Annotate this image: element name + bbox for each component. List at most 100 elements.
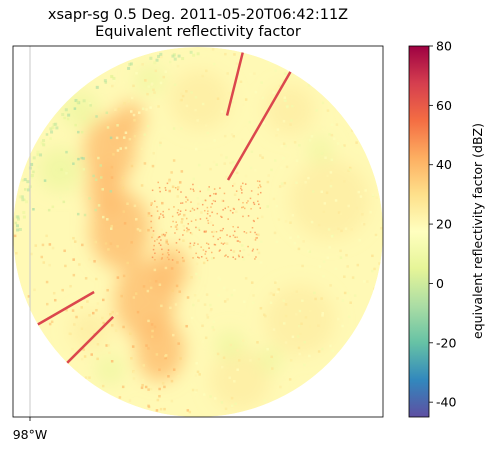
echo-pixel — [96, 343, 100, 346]
echo-pixel — [311, 190, 315, 193]
clutter-pixel — [189, 210, 192, 212]
echo-weak — [136, 66, 164, 94]
echo-pixel — [279, 321, 282, 325]
echo-pixel — [113, 78, 116, 82]
echo-pixel — [106, 288, 109, 292]
echo-weak — [258, 348, 282, 372]
clutter-pixel — [162, 214, 164, 216]
clutter-pixel — [243, 231, 246, 233]
echo-pixel — [324, 156, 327, 159]
clutter-pixel — [151, 236, 153, 239]
echo-pixel — [190, 209, 193, 212]
clutter-pixel — [189, 188, 192, 190]
echo-pixel — [364, 189, 367, 192]
echo-pixel — [188, 410, 192, 414]
echo-pixel — [326, 174, 329, 178]
echo-pixel — [280, 145, 283, 148]
echo-pixel — [321, 101, 325, 105]
clutter-pixel — [177, 209, 180, 211]
echo-pixel — [225, 288, 229, 292]
echo-pixel — [162, 75, 165, 79]
clutter-pixel — [203, 231, 206, 233]
echo-pixel — [106, 126, 110, 129]
echo-pixel — [147, 85, 150, 88]
clutter-pixel — [175, 249, 178, 252]
echo-pixel — [293, 141, 297, 144]
clutter-pixel — [192, 188, 194, 191]
echo-pixel — [133, 118, 136, 122]
echo-pixel — [298, 144, 301, 147]
echo-pixel — [175, 284, 179, 288]
echo-pixel — [51, 246, 55, 250]
echo-pixel — [72, 236, 75, 240]
outlier-echo — [23, 178, 27, 182]
clutter-pixel — [227, 256, 229, 258]
clutter-pixel — [229, 235, 231, 238]
echo-pixel — [132, 113, 136, 117]
echo-pixel — [254, 168, 257, 172]
clutter-pixel — [159, 190, 161, 193]
echo-pixel — [268, 159, 272, 162]
echo-pixel — [228, 376, 231, 380]
echo-pixel — [347, 204, 350, 208]
echo-pixel — [235, 171, 239, 175]
echo-pixel — [82, 157, 85, 160]
clutter-pixel — [259, 207, 262, 209]
echo-pixel — [206, 232, 209, 236]
echo-pixel — [164, 266, 168, 270]
echo-pixel — [105, 111, 109, 115]
echo-pixel — [164, 356, 167, 360]
echo-core — [152, 246, 188, 294]
colorbar: -40 -20 0 20 40 60 80 equivalent reflectivity … — [408, 39, 485, 418]
echo-pixel — [303, 340, 306, 344]
clutter-pixel — [218, 250, 221, 252]
echo-pixel — [198, 276, 201, 280]
echo-pixel — [220, 401, 224, 404]
echo-pixel — [320, 190, 324, 194]
echo-pixel — [237, 359, 241, 362]
echo-moderate — [265, 285, 335, 355]
echo-pixel — [32, 208, 35, 211]
clutter-pixel — [227, 218, 229, 220]
echo-pixel — [282, 142, 286, 146]
echo-pixel — [128, 399, 132, 402]
clutter-pixel — [222, 227, 224, 230]
echo-pixel — [336, 297, 339, 300]
echo-pixel — [216, 97, 220, 100]
clutter-pixel — [232, 212, 234, 214]
echo-pixel — [83, 213, 87, 217]
echo-pixel — [239, 80, 243, 84]
echo-pixel — [310, 220, 314, 224]
outlier-echo — [36, 150, 40, 154]
clutter-pixel — [252, 219, 255, 222]
echo-pixel — [371, 269, 374, 273]
clutter-pixel — [226, 234, 228, 236]
echo-pixel — [272, 91, 275, 94]
echo-pixel — [375, 267, 379, 270]
echo-pixel — [123, 81, 126, 84]
echo-pixel — [242, 339, 245, 342]
echo-pixel — [299, 332, 302, 336]
clutter-pixel — [165, 189, 167, 191]
echo-pixel — [207, 190, 211, 193]
outlier-echo — [50, 130, 54, 134]
echo-pixel — [361, 222, 365, 226]
clutter-pixel — [215, 230, 218, 233]
echo-pixel — [216, 352, 220, 356]
echo-pixel — [64, 264, 67, 268]
echo-pixel — [267, 174, 270, 177]
echo-pixel — [121, 176, 125, 180]
clutter-pixel — [185, 217, 188, 220]
echo-pixel — [289, 221, 292, 224]
echo-pixel — [337, 254, 341, 258]
clutter-pixel — [224, 255, 226, 257]
echo-pixel — [343, 180, 346, 183]
echo-pixel — [134, 292, 138, 295]
echo-pixel — [212, 160, 216, 164]
echo-pixel — [109, 227, 113, 230]
outlier-echo — [22, 210, 26, 214]
clutter-pixel — [151, 189, 154, 192]
echo-pixel — [48, 263, 51, 267]
clutter-pixel — [237, 254, 240, 257]
echo-pixel — [121, 385, 125, 389]
